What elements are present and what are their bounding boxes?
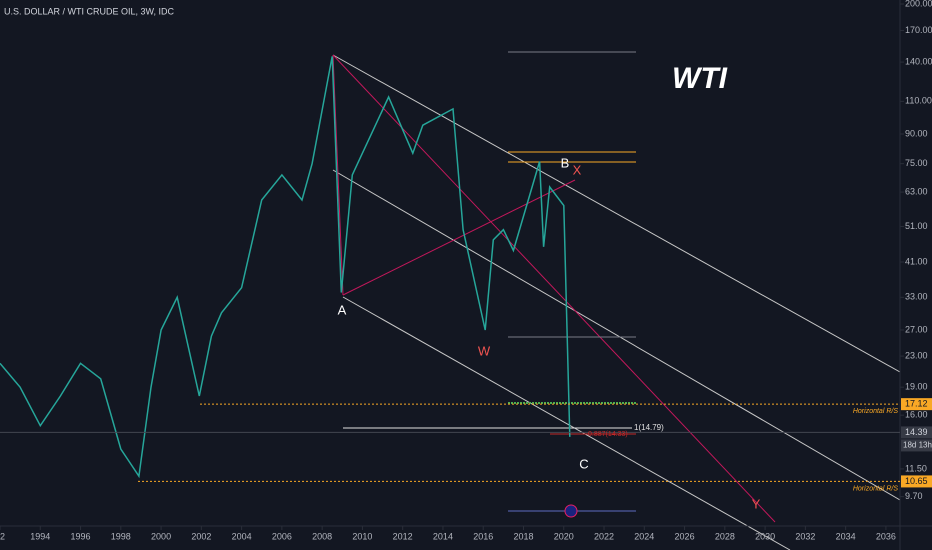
y-tick-label: 33.00	[905, 292, 928, 302]
countdown-box	[901, 439, 932, 452]
y-tick-label: 200.00	[905, 0, 932, 8]
channel-line	[332, 169, 901, 501]
fib-label: 0.887(14.33)	[588, 431, 628, 438]
x-tick-label: 2024	[634, 531, 654, 541]
wave-label: A	[338, 302, 347, 317]
y-tick-label: 19.00	[905, 382, 928, 392]
wave-label: W	[478, 343, 491, 358]
x-tick-label: 2006	[272, 531, 292, 541]
x-tick-label: 92	[0, 531, 5, 541]
y-tick-label: 110.00	[905, 96, 932, 106]
x-tick-label: 2012	[393, 531, 413, 541]
chart-title: U.S. DOLLAR / WTI CRUDE OIL, 3W, IDC	[4, 6, 175, 16]
y-tick-label: 23.00	[905, 350, 928, 360]
price-label-box	[901, 398, 932, 411]
wave-label: B	[561, 155, 570, 170]
x-tick-label: 2022	[594, 531, 614, 541]
x-tick-label: 2008	[312, 531, 332, 541]
x-tick-label: 2034	[836, 531, 856, 541]
x-tick-label: 2030	[755, 531, 775, 541]
price-line	[0, 56, 571, 479]
y-tick-label: 140.00	[905, 56, 932, 66]
y-tick-label: 90.00	[905, 128, 928, 138]
wave-label: X	[573, 162, 582, 177]
symbol-label: WTI	[672, 62, 728, 95]
x-tick-label: 2004	[232, 531, 252, 541]
y-tick-label: 11.50	[905, 463, 927, 473]
trend-line	[332, 54, 344, 296]
x-tick-label: 2002	[191, 531, 211, 541]
wave-label: Y	[752, 496, 761, 511]
x-tick-label: 2010	[352, 531, 372, 541]
price-label: 14.39	[905, 427, 928, 437]
x-tick-label: 2000	[151, 531, 171, 541]
x-tick-label: 2016	[473, 531, 493, 541]
channel-line	[342, 296, 791, 550]
x-tick-label: 2032	[795, 531, 815, 541]
sr-label: Horizontal R/S	[853, 485, 898, 492]
fib-label: 1(14.79)	[634, 423, 664, 432]
price-label-box	[901, 426, 932, 439]
price-label: 17.12	[905, 399, 928, 409]
x-tick-label: 2036	[876, 531, 896, 541]
y-tick-label: 41.00	[905, 256, 928, 266]
channel-line	[332, 54, 901, 373]
y-tick-label: 27.00	[905, 324, 928, 334]
x-tick-label: 2014	[433, 531, 453, 541]
y-tick-label: 63.00	[905, 186, 928, 196]
trend-line	[332, 54, 776, 523]
countdown: 18d 13h	[903, 441, 932, 450]
y-tick-label: 9.70	[905, 491, 923, 501]
x-tick-label: 1998	[111, 531, 131, 541]
wave-label: C	[579, 456, 588, 471]
price-label-box	[901, 475, 932, 488]
y-tick-label: 75.00	[905, 158, 928, 168]
x-tick-label: 2020	[554, 531, 574, 541]
y-tick-label: 16.00	[905, 410, 928, 420]
sr-label: Horizontal R/S	[853, 408, 898, 415]
x-tick-label: 2018	[513, 531, 533, 541]
y-tick-label: 51.00	[905, 221, 928, 231]
x-tick-label: 2028	[715, 531, 735, 541]
drawings	[332, 51, 901, 550]
x-tick-label: 1994	[30, 531, 50, 541]
x-tick-label: 1996	[71, 531, 91, 541]
price-label: 10.65	[905, 476, 928, 486]
event-marker[interactable]	[564, 504, 578, 518]
y-tick-label: 170.00	[905, 25, 932, 35]
x-tick-label: 2026	[675, 531, 695, 541]
trend-line	[342, 179, 576, 296]
